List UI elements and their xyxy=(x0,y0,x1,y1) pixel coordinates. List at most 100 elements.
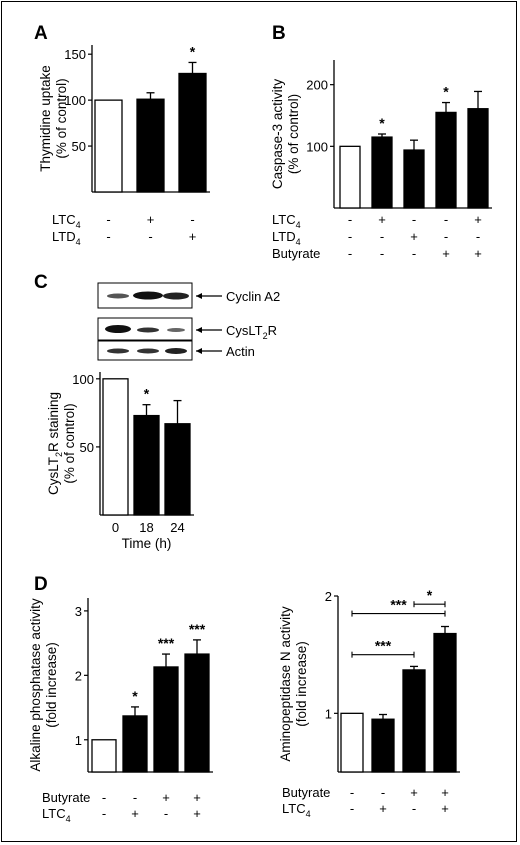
y-tick-label: 1 xyxy=(75,733,82,748)
y-axis-label: Thymidine uptake xyxy=(38,65,53,172)
chart-panel-b: 100 200 Caspase-3 activity (% of control) * *… xyxy=(270,60,492,261)
y-tick-label: 100 xyxy=(306,139,328,154)
arrow-head xyxy=(196,293,202,299)
condition-mark: + xyxy=(474,246,482,261)
condition-mark: - xyxy=(348,229,352,244)
condition-mark: - xyxy=(444,212,448,227)
condition-mark: - xyxy=(164,806,168,821)
condition-label: LTD4 xyxy=(52,229,81,247)
blot-band xyxy=(105,325,131,333)
condition-mark: + xyxy=(474,212,482,227)
panel-label-b: B xyxy=(272,23,286,44)
y-axis-sublabel: (% of control) xyxy=(62,403,77,483)
chart-panel-c: 50 100 CysLT2R staining (% of control) * 0 18 2… xyxy=(46,372,194,551)
bar xyxy=(435,111,457,209)
bar xyxy=(136,98,165,193)
chart-panel-d1: 1 2 3 Alkaline phosphatase activity (fold in… xyxy=(28,598,213,824)
condition-mark: + xyxy=(441,785,449,800)
panel-label-c: C xyxy=(34,272,48,293)
bar xyxy=(91,739,117,773)
y-axis-label: Caspase-3 activity xyxy=(270,79,285,190)
chart-panel-d2: 1 2 Aminopeptidase N activity (fold increas… xyxy=(278,587,460,819)
western-blot: Cyclin A2 CysLT2R Actin xyxy=(97,282,280,361)
x-tick-label: 24 xyxy=(170,520,184,535)
y-axis-label: Alkaline phosphatase activity xyxy=(28,598,43,772)
y-tick-label: 3 xyxy=(75,604,82,619)
condition-mark: - xyxy=(102,806,106,821)
bar xyxy=(178,72,207,193)
panel-label-a: A xyxy=(34,23,48,44)
bar xyxy=(371,136,393,209)
condition-mark: - xyxy=(350,785,354,800)
panel-label-d: D xyxy=(34,574,48,595)
condition-mark: - xyxy=(106,229,110,244)
blot-label-cyclin-a2: Cyclin A2 xyxy=(226,289,280,304)
condition-mark: - xyxy=(380,246,384,261)
y-axis-sublabel: (fold increase) xyxy=(294,641,309,727)
condition-mark: + xyxy=(147,212,155,227)
bar xyxy=(153,666,179,773)
condition-mark: - xyxy=(190,212,194,227)
condition-mark: + xyxy=(193,790,201,805)
bar xyxy=(133,414,160,516)
condition-label: LTC4 xyxy=(272,212,301,230)
condition-mark: + xyxy=(162,790,170,805)
y-tick-label: 150 xyxy=(64,47,86,62)
blot-band xyxy=(163,292,189,300)
bracket-label: *** xyxy=(375,638,392,654)
condition-mark: - xyxy=(476,229,480,244)
condition-label: Butyrate xyxy=(282,785,330,800)
y-tick-label: 50 xyxy=(80,440,94,455)
y-tick-label: 2 xyxy=(75,668,82,683)
arrow-head xyxy=(196,327,202,333)
blot-band xyxy=(107,293,129,299)
condition-label: Butyrate xyxy=(42,790,90,805)
significance-marker: * xyxy=(443,84,449,100)
y-axis-sublabel: (% of control) xyxy=(54,78,69,158)
condition-mark: - xyxy=(102,790,106,805)
blot-band xyxy=(137,327,159,333)
condition-label: LTC4 xyxy=(42,806,71,824)
condition-label: LTD4 xyxy=(272,229,301,247)
y-axis-label: Aminopeptidase N activity xyxy=(278,606,293,762)
x-tick-label: 0 xyxy=(112,520,119,535)
condition-mark: - xyxy=(412,246,416,261)
bar xyxy=(403,149,425,209)
condition-mark: + xyxy=(441,801,449,816)
y-tick-label: 50 xyxy=(72,139,86,154)
significance-marker: * xyxy=(144,386,150,402)
blot-band xyxy=(107,348,129,354)
condition-label: LTC4 xyxy=(282,801,311,819)
blot-band xyxy=(133,291,163,300)
blot-label-actin: Actin xyxy=(226,344,255,359)
significance-marker: *** xyxy=(189,621,206,637)
bar xyxy=(340,712,364,773)
condition-mark: + xyxy=(193,806,201,821)
y-tick-label: 2 xyxy=(325,589,332,604)
bar xyxy=(94,99,123,193)
condition-mark: + xyxy=(378,212,386,227)
y-tick-label: 1 xyxy=(325,706,332,721)
condition-mark: + xyxy=(189,229,197,244)
condition-label: Butyrate xyxy=(272,246,320,261)
x-tick-label: 18 xyxy=(139,520,153,535)
condition-mark: - xyxy=(348,246,352,261)
condition-mark: - xyxy=(350,801,354,816)
bar xyxy=(122,715,148,773)
blot-band xyxy=(137,348,159,354)
y-tick-label: 200 xyxy=(306,78,328,93)
significance-marker: * xyxy=(132,688,138,704)
significance-marker: * xyxy=(190,43,196,59)
condition-mark: + xyxy=(379,801,387,816)
y-tick-label: 100 xyxy=(72,372,94,387)
bar xyxy=(339,145,361,209)
condition-mark: - xyxy=(444,229,448,244)
blot-label-cyslt2r: CysLT2R xyxy=(226,323,277,341)
chart-panel-a: 50 100 150 Thymidine uptake (% of control) * L… xyxy=(38,43,210,247)
condition-label: LTC4 xyxy=(52,212,81,230)
significance-marker: * xyxy=(379,115,385,131)
y-axis-sublabel: (% of control) xyxy=(286,94,301,174)
arrow-head xyxy=(196,348,202,354)
